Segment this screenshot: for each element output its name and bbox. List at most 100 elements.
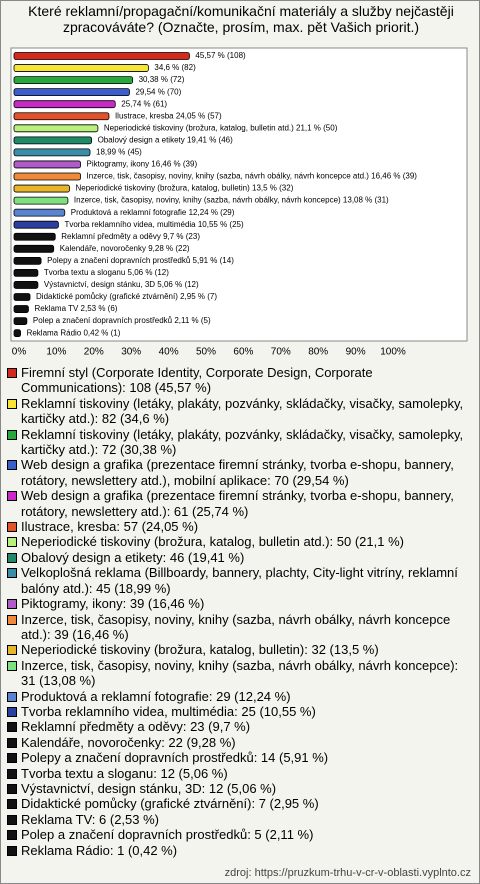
- legend-label: Polepy a značení dopravních prostředků: …: [21, 750, 329, 766]
- x-tick-label: 60%: [233, 347, 253, 358]
- bar: [13, 305, 29, 313]
- x-tick-label: 20%: [84, 347, 104, 358]
- legend-label: Tvorba textu a sloganu: 12 (5,06 %): [21, 765, 228, 781]
- bar-label: Polepy a značení dopravních prostředků 5…: [47, 256, 234, 265]
- bar: [13, 208, 66, 217]
- legend-swatch: [7, 799, 17, 810]
- legend-label: Reklamní tiskoviny (letáky, plakáty, poz…: [21, 426, 464, 458]
- legend-swatch: [7, 814, 17, 825]
- legend-item: Web design a grafika (prezentace firemní…: [7, 488, 473, 519]
- legend-label: Reklama Rádio: 1 (0,42 %): [21, 842, 178, 858]
- bar-label: Výstavnictví, design stánku, 3D 5,06 % (…: [44, 280, 199, 289]
- legend-swatch: [7, 691, 17, 702]
- legend-item: Firemní styl (Corporate Identity, Corpor…: [7, 365, 473, 396]
- bar-label: Reklama Rádio 0,42 % (1): [27, 328, 121, 337]
- legend-swatch: [7, 645, 17, 656]
- legend-swatch: [7, 568, 17, 579]
- legend-swatch: [7, 599, 17, 610]
- legend-swatch: [7, 614, 17, 625]
- x-tick-label: 70%: [271, 347, 291, 358]
- bar-label: Obalový design a etikety 19,41 % (46): [98, 135, 234, 144]
- x-tick-label: 30%: [121, 347, 141, 358]
- legend-item: Reklamní předměty a oděvy: 23 (9,7 %): [7, 719, 473, 734]
- bar-label: Tvorba textu a sloganu 5,06 % (12): [44, 268, 169, 277]
- bar: [13, 100, 116, 109]
- bar-label: Kalendáře, novoročenky 9,28 % (22): [60, 244, 190, 253]
- legend-label: Kalendáře, novoročenky: 22 (9,28 %): [21, 734, 236, 750]
- bar-label: Reklama TV 2,53 % (6): [34, 304, 117, 313]
- legend-item: Reklama Rádio: 1 (0,42 %): [7, 843, 473, 858]
- legend-swatch: [7, 398, 17, 409]
- bar-label: 25,74 % (61): [121, 99, 167, 108]
- bar-label: Didaktické pomůcky (grafické ztvárnění) …: [36, 292, 217, 301]
- legend-item: Polepy a značení dopravních prostředků: …: [7, 750, 473, 765]
- bar-label: Polep a značení dopravních prostředků 2,…: [33, 316, 211, 325]
- legend-item: Tvorba reklamního videa, multimédia: 25 …: [7, 704, 473, 719]
- legend-label: Web design a grafika (prezentace firemní…: [21, 457, 454, 488]
- bar: [13, 329, 21, 338]
- legend-item: Reklama TV: 6 (2,53 %): [7, 812, 473, 827]
- legend-swatch: [7, 830, 17, 841]
- legend-item: Didaktické pomůcky (grafické ztvárnění):…: [7, 796, 473, 811]
- bar-label: 45,57 % (108): [195, 51, 246, 60]
- legend-label: Didaktické pomůcky (grafické ztvárnění):…: [21, 796, 319, 812]
- bar: [13, 64, 149, 72]
- bar: [13, 160, 81, 169]
- legend-item: Piktogramy, ikony: 39 (16,46 %): [7, 596, 473, 611]
- bar: [13, 124, 99, 133]
- chart-title: Které reklamní/propagační/komunikační ma…: [28, 3, 454, 35]
- bar: [13, 293, 31, 301]
- legend-swatch: [7, 552, 17, 563]
- bar: [13, 136, 92, 145]
- bar: [13, 232, 56, 241]
- bar: [13, 244, 55, 253]
- bar-label: 18,99 % (45): [96, 148, 142, 157]
- bar-label: Neperiodické tiskoviny (brožura, katalog…: [75, 184, 293, 193]
- source: zdroj: https://pruzkum-trhu-v-cr-v-oblas…: [224, 867, 471, 879]
- bar: [13, 148, 91, 157]
- bar: [13, 112, 110, 121]
- legend-swatch: [7, 460, 17, 471]
- legend-label: Reklama TV: 6 (2,53 %): [21, 811, 159, 827]
- bar-label: Ilustrace, kresba 24,05 % (57): [115, 111, 222, 120]
- legend-label: Reklamní tiskoviny (letáky, plakáty, poz…: [21, 395, 464, 427]
- legend-label: Inzerce, tisk, časopisy, noviny, knihy (…: [21, 657, 459, 689]
- legend-item: Kalendáře, novoročenky: 22 (9,28 %): [7, 735, 473, 750]
- legend-label: Web design a grafika (prezentace firemní…: [21, 488, 454, 519]
- bar-label: Produktová a reklamní fotografie 12,24 %…: [71, 208, 235, 217]
- legend-label: Ilustrace, kresba: 57 (24,05 %): [21, 519, 199, 535]
- legend-label: Velkoplošná reklama (Billboardy, bannery…: [21, 565, 458, 596]
- legend-item: Výstavnictví, design stánku, 3D: 12 (5,0…: [7, 781, 473, 796]
- plot-area: [10, 47, 468, 342]
- bar: [13, 184, 70, 193]
- bar: [13, 220, 59, 229]
- legend-item: Produktová a reklamní fotografie: 29 (12…: [7, 689, 473, 704]
- legend-label: Neperiodické tiskoviny (brožura, katalog…: [21, 534, 404, 550]
- x-tick-label: 100%: [380, 347, 406, 358]
- legend-swatch: [7, 706, 17, 717]
- legend-swatch: [7, 753, 17, 764]
- bar-label: 29,54 % (70): [135, 87, 181, 96]
- legend-swatch: [7, 368, 17, 378]
- legend-label: Firemní styl (Corporate Identity, Corpor…: [21, 365, 373, 396]
- legend-label: Neperiodické tiskoviny (brožura, katalog…: [21, 642, 379, 658]
- legend-item: Ilustrace, kresba: 57 (24,05 %): [7, 519, 473, 534]
- bar: [13, 281, 39, 289]
- bar: [13, 76, 134, 84]
- bar: [13, 52, 190, 60]
- legend-label: Produktová a reklamní fotografie: 29 (12…: [21, 688, 291, 704]
- legend-label: Polep a značení dopravních prostředků: 5…: [21, 827, 314, 843]
- legend-swatch: [7, 722, 17, 733]
- legend-swatch: [7, 491, 17, 502]
- x-tick-label: 80%: [308, 347, 328, 358]
- bar: [13, 196, 69, 205]
- legend-label: Výstavnictví, design stánku, 3D: 12 (5,0…: [21, 780, 277, 796]
- legend-swatch: [7, 845, 17, 856]
- legend-item: Neperiodické tiskoviny (brožura, katalog…: [7, 642, 473, 657]
- legend-label: Tvorba reklamního videa, multimédia: 25 …: [21, 703, 316, 719]
- legend-swatch: [7, 737, 17, 748]
- x-tick-label: 0%: [12, 347, 27, 358]
- legend-swatch: [7, 783, 17, 794]
- legend: Firemní styl (Corporate Identity, Corpor…: [7, 365, 473, 858]
- legend-item: Inzerce, tisk, časopisy, noviny, knihy (…: [7, 658, 473, 689]
